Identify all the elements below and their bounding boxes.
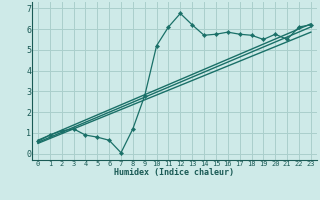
X-axis label: Humidex (Indice chaleur): Humidex (Indice chaleur) — [115, 168, 234, 177]
